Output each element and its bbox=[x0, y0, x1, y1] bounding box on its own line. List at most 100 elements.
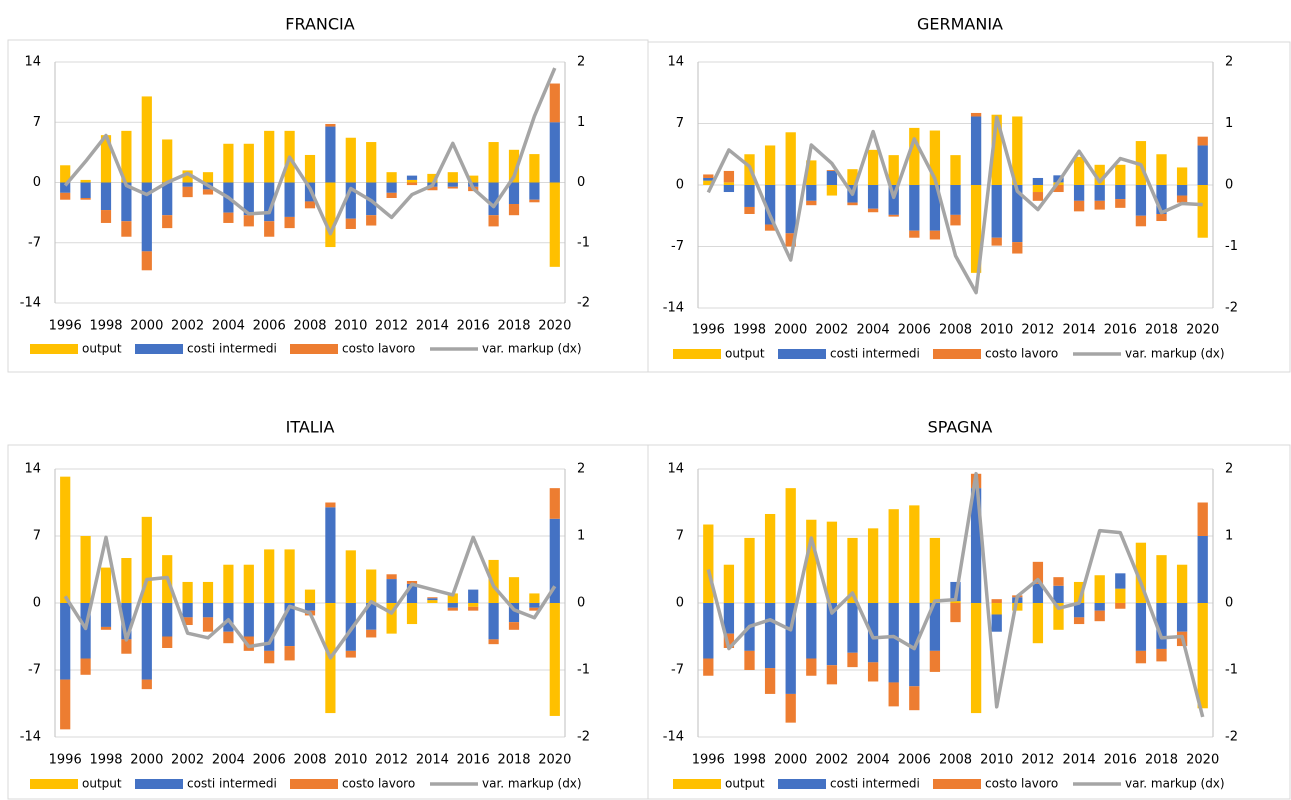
bar bbox=[60, 476, 71, 603]
x-tick-label: 2020 bbox=[538, 753, 571, 768]
bar bbox=[549, 83, 560, 123]
bar bbox=[1156, 555, 1167, 603]
bar bbox=[1156, 154, 1167, 185]
y-tick-label: 14 bbox=[667, 462, 684, 477]
y2-tick-label: -1 bbox=[577, 235, 590, 250]
bar bbox=[806, 160, 817, 185]
bar bbox=[468, 175, 479, 183]
bar bbox=[970, 488, 982, 603]
bar bbox=[1115, 573, 1126, 589]
bar bbox=[325, 126, 336, 183]
bar bbox=[121, 603, 132, 640]
legend-label: output bbox=[725, 347, 765, 361]
bar bbox=[529, 182, 540, 200]
bar bbox=[991, 237, 1002, 246]
x-tick-label: 2006 bbox=[898, 753, 931, 768]
x-tick-label: 2016 bbox=[457, 319, 490, 334]
legend-swatch bbox=[135, 779, 183, 789]
bar bbox=[162, 636, 173, 648]
bar bbox=[703, 524, 714, 603]
bar bbox=[785, 693, 796, 723]
bar bbox=[826, 170, 838, 171]
x-tick-label: 2002 bbox=[171, 753, 204, 768]
legend-label: costo lavoro bbox=[342, 777, 415, 791]
bar bbox=[406, 175, 418, 180]
bar bbox=[867, 603, 879, 663]
bar bbox=[202, 603, 214, 618]
bar bbox=[468, 606, 479, 611]
legend-label: costo lavoro bbox=[985, 347, 1058, 361]
bar bbox=[80, 179, 91, 183]
bar bbox=[970, 116, 982, 185]
x-tick-label: 2020 bbox=[538, 319, 571, 334]
x-tick-label: 2000 bbox=[130, 753, 163, 768]
y-tick-label: -14 bbox=[663, 301, 684, 316]
bar bbox=[806, 519, 817, 603]
x-tick-label: 2018 bbox=[497, 319, 530, 334]
bar bbox=[991, 185, 1002, 238]
bar bbox=[1115, 164, 1126, 185]
bar bbox=[744, 650, 755, 670]
y2-tick-label: 2 bbox=[1225, 462, 1233, 477]
bar bbox=[1094, 200, 1105, 210]
bar bbox=[1073, 581, 1085, 603]
bar bbox=[723, 633, 735, 648]
y2-tick-label: -2 bbox=[1225, 301, 1238, 316]
legend-swatch bbox=[673, 779, 721, 789]
x-tick-label: 2012 bbox=[1021, 323, 1054, 338]
bar bbox=[991, 614, 1002, 632]
bar bbox=[325, 502, 336, 508]
bar bbox=[100, 603, 112, 627]
bar bbox=[970, 112, 982, 117]
bar bbox=[121, 130, 132, 183]
panel-frame bbox=[647, 444, 1291, 800]
x-tick-label: 1998 bbox=[733, 753, 766, 768]
bar bbox=[121, 221, 132, 237]
bar bbox=[1156, 648, 1167, 662]
bar bbox=[1197, 145, 1208, 185]
bar bbox=[785, 132, 796, 185]
bar bbox=[1156, 213, 1167, 222]
bar bbox=[909, 127, 920, 185]
bar bbox=[1197, 136, 1208, 146]
bar bbox=[1012, 185, 1023, 243]
bar bbox=[1197, 185, 1208, 238]
bar bbox=[1073, 185, 1085, 201]
bar bbox=[447, 593, 458, 603]
x-tick-label: 2016 bbox=[1104, 323, 1137, 338]
bar bbox=[1197, 502, 1208, 536]
bar bbox=[744, 206, 755, 214]
x-tick-label: 2012 bbox=[375, 319, 408, 334]
bar bbox=[826, 185, 838, 196]
legend-label: var. markup (dx) bbox=[1125, 347, 1225, 361]
bar bbox=[345, 550, 356, 603]
y-tick-label: -7 bbox=[671, 239, 684, 254]
bar bbox=[345, 137, 356, 183]
bar bbox=[1197, 603, 1208, 709]
bar bbox=[182, 617, 193, 626]
bar bbox=[1094, 164, 1105, 185]
bar bbox=[826, 521, 838, 603]
bar bbox=[1115, 199, 1126, 208]
bar bbox=[847, 652, 858, 668]
x-tick-label: 2008 bbox=[293, 753, 326, 768]
bar bbox=[304, 589, 316, 603]
bar bbox=[508, 622, 520, 630]
x-tick-label: 2014 bbox=[416, 319, 449, 334]
bar bbox=[447, 186, 458, 189]
bar bbox=[744, 185, 755, 207]
y2-tick-label: 0 bbox=[1225, 596, 1233, 611]
bar bbox=[100, 210, 112, 223]
x-tick-label: 2018 bbox=[1145, 323, 1178, 338]
bar bbox=[121, 639, 132, 654]
bar bbox=[826, 665, 838, 685]
x-tick-label: 1996 bbox=[49, 319, 82, 334]
bar bbox=[325, 123, 336, 127]
y2-tick-label: -2 bbox=[577, 730, 590, 745]
bar bbox=[447, 172, 458, 183]
bar bbox=[549, 518, 560, 603]
y2-tick-label: 2 bbox=[1225, 55, 1233, 70]
bar bbox=[202, 172, 214, 183]
x-tick-label: 2002 bbox=[171, 319, 204, 334]
bar bbox=[847, 537, 858, 603]
